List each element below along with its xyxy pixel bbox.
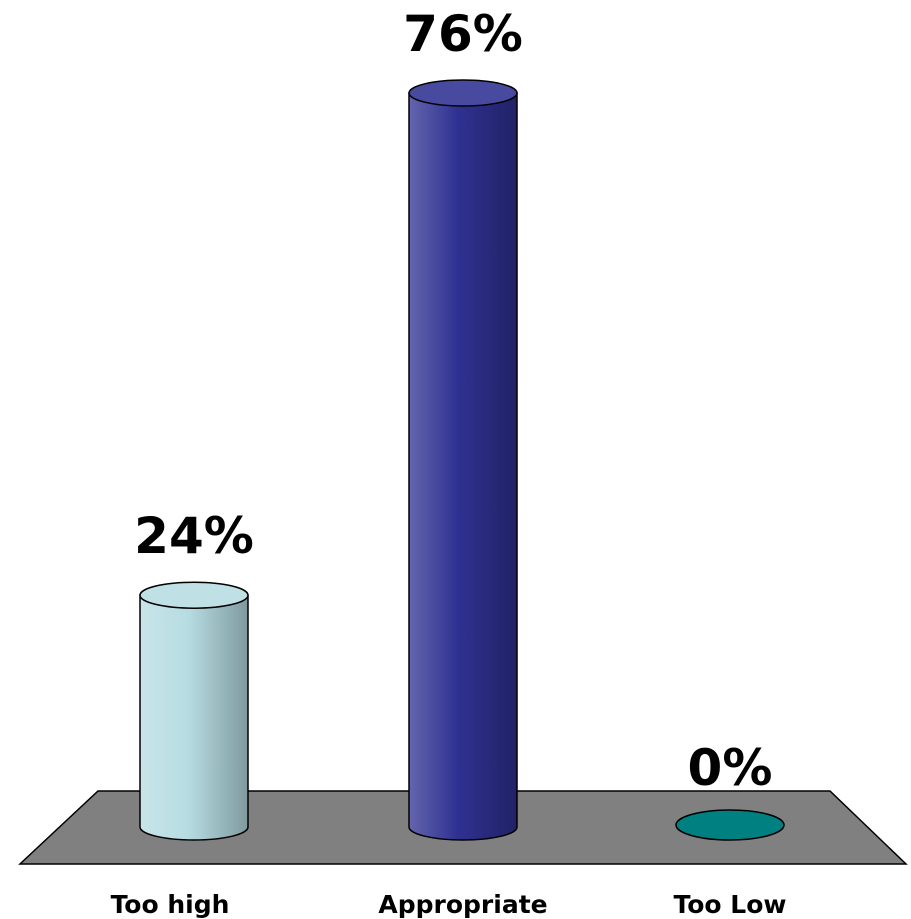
category-label: Too high: [111, 890, 230, 919]
bar-too-low: [675, 809, 785, 841]
bars-layer: [139, 79, 785, 841]
bar-appropriate: [408, 92, 518, 841]
bar-top-too-high: [139, 581, 249, 609]
category-label: Too Low: [674, 890, 787, 919]
bar-top-appropriate: [408, 79, 518, 107]
labels-layer: 24% Too high 76% Appropriate 0% Too Low: [111, 5, 787, 919]
value-label: 76%: [403, 5, 523, 63]
value-label: 0%: [688, 739, 773, 797]
bar-too-high: [139, 594, 249, 841]
value-label: 24%: [134, 507, 254, 565]
category-label: Appropriate: [378, 890, 547, 919]
